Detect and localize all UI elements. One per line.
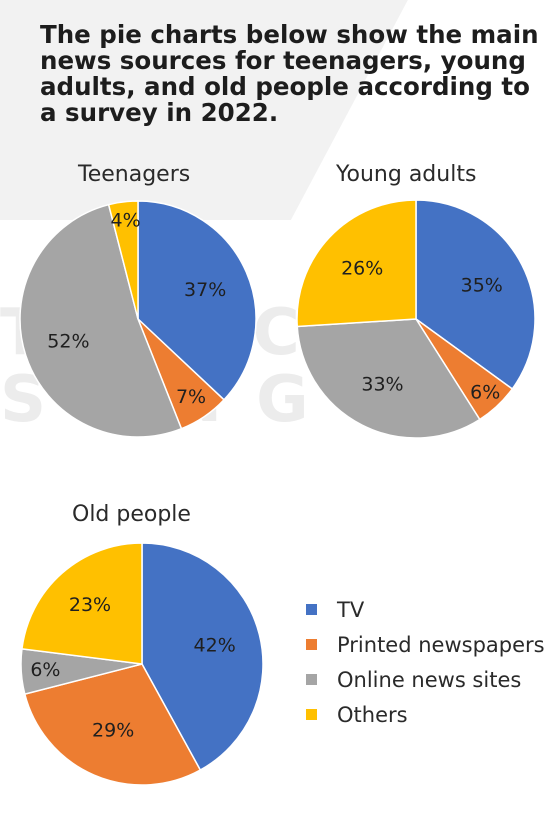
page-title: The pie charts below show the main news … [40,20,539,127]
slice-old-people-others [21,542,143,665]
pie-teenagers: 37% 7% 52% 4% [19,200,257,438]
legend-item-others: Others [306,701,547,729]
chart-title-old-people: Old people [72,502,191,527]
pie-old-people: 42% 29% 6% 23% [20,542,264,786]
chart-title-young-adults: Young adults [336,162,477,187]
slice-old-people-printed-newspapers [23,663,202,786]
data-label-teenagers-others: 4% [110,210,140,232]
data-label-teenagers-tv: 37% [184,279,226,301]
legend-swatch-others [306,709,317,720]
legend: TV Printed newspapers Online news sites … [306,596,547,736]
legend-label-online-news-sites: Online news sites [337,668,522,692]
data-label-old-people-tv: 42% [194,634,236,656]
legend-swatch-printed-newspapers [306,639,317,650]
legend-item-tv: TV [306,596,547,624]
slice-teenagers-others [107,200,139,320]
slice-old-people-tv [141,542,264,772]
data-label-teenagers-printed-newspapers: 7% [176,386,206,408]
data-label-young-adults-printed-newspapers: 6% [470,382,500,404]
slice-teenagers-tv [137,200,257,401]
data-label-young-adults-others: 26% [341,257,383,279]
slice-young-adults-others [296,199,417,328]
legend-label-tv: TV [337,598,365,622]
data-label-old-people-printed-newspapers: 29% [92,720,134,742]
data-label-young-adults-online-news-sites: 33% [361,374,403,396]
legend-swatch-online-news-sites [306,674,317,685]
legend-label-others: Others [337,703,408,727]
legend-item-online-news-sites: Online news sites [306,666,547,694]
pie-young-adults: 35% 6% 33% 26% [296,199,536,439]
data-label-young-adults-tv: 35% [461,275,503,297]
legend-label-printed-newspapers: Printed newspapers [337,633,545,657]
slice-young-adults-online-news-sites [296,318,481,439]
data-label-teenagers-online-news-sites: 52% [47,331,89,353]
legend-swatch-tv [306,604,317,615]
chart-title-teenagers: Teenagers [78,162,191,187]
data-label-old-people-others: 23% [69,594,111,616]
data-label-old-people-online-news-sites: 6% [30,659,60,681]
slice-young-adults-tv [415,199,536,390]
legend-item-printed-newspapers: Printed newspapers [306,631,547,659]
slice-teenagers-online-news-sites [19,203,183,438]
